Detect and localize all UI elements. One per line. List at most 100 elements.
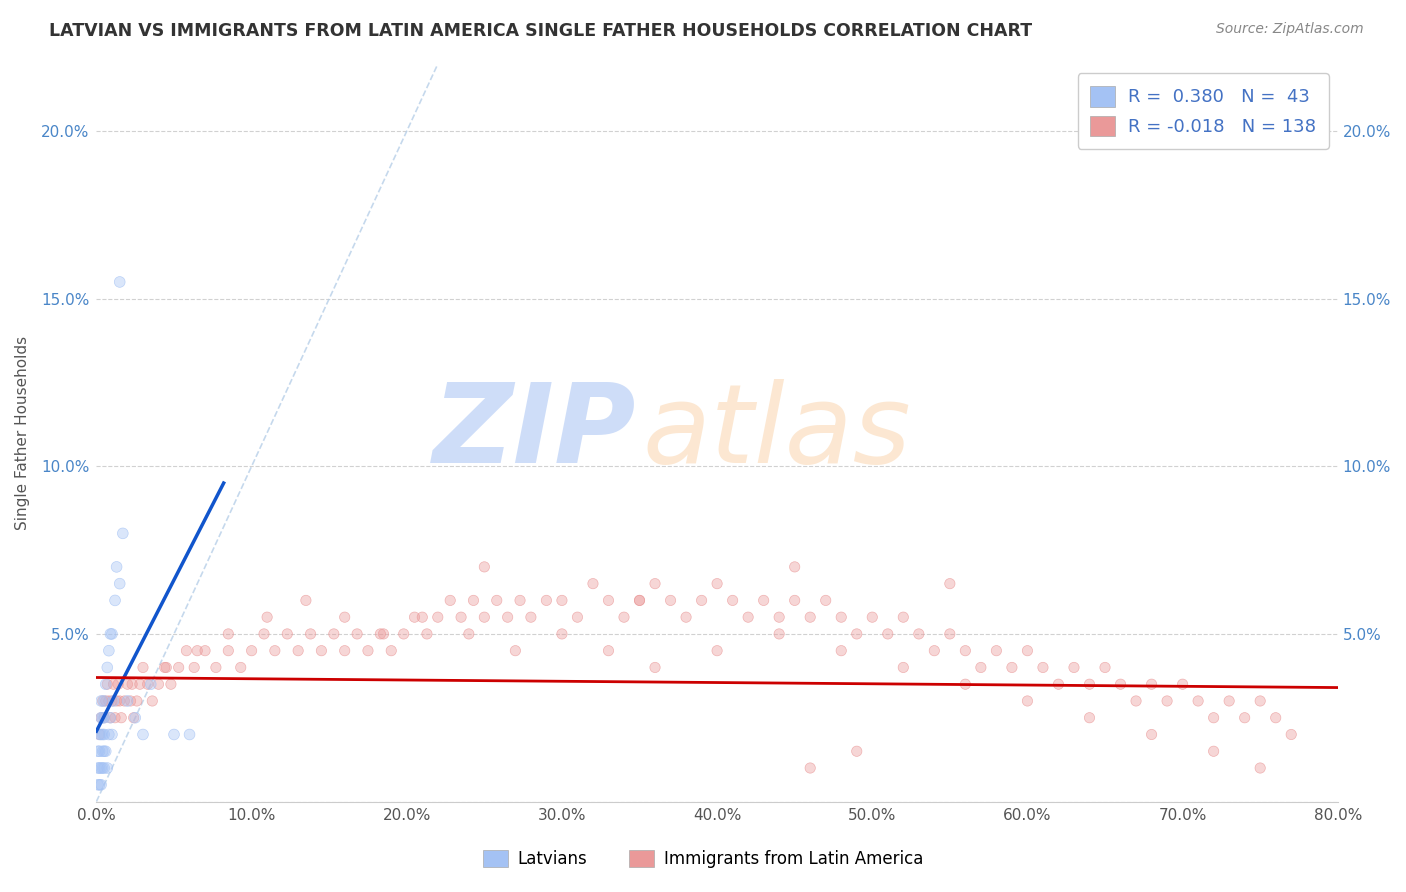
Point: [496, 610, 519, 624]
Point: [91, 727, 114, 741]
Point: [108, 694, 131, 708]
Point: [183, 660, 205, 674]
Point: [94, 744, 117, 758]
Point: [120, 694, 142, 708]
Point: [101, 694, 124, 708]
Point: [93, 744, 115, 758]
Point: [89, 727, 111, 741]
Point: [333, 643, 356, 657]
Point: [1264, 711, 1286, 725]
Point: [1094, 660, 1116, 674]
Point: [582, 576, 605, 591]
Point: [87, 761, 110, 775]
Point: [160, 677, 183, 691]
Point: [105, 694, 128, 708]
Point: [830, 610, 852, 624]
Point: [845, 627, 868, 641]
Point: [799, 610, 821, 624]
Point: [644, 576, 666, 591]
Point: [1063, 660, 1085, 674]
Point: [176, 643, 198, 657]
Point: [955, 677, 977, 691]
Point: [89, 761, 111, 775]
Point: [108, 576, 131, 591]
Point: [89, 778, 111, 792]
Point: [551, 627, 574, 641]
Point: [110, 711, 132, 725]
Point: [90, 727, 112, 741]
Point: [110, 711, 132, 725]
Point: [94, 677, 117, 691]
Point: [1032, 660, 1054, 674]
Point: [830, 643, 852, 657]
Point: [93, 711, 115, 725]
Point: [411, 610, 433, 624]
Point: [404, 610, 426, 624]
Point: [93, 727, 115, 741]
Point: [536, 593, 558, 607]
Point: [93, 761, 115, 775]
Point: [845, 627, 868, 641]
Point: [628, 593, 651, 607]
Point: [148, 677, 170, 691]
Point: [108, 275, 131, 289]
Point: [1063, 660, 1085, 674]
Point: [799, 610, 821, 624]
Point: [1187, 694, 1209, 708]
Point: [567, 610, 589, 624]
Point: [148, 677, 170, 691]
Point: [357, 643, 380, 657]
Point: [96, 660, 118, 674]
Point: [783, 560, 806, 574]
Point: [472, 560, 495, 574]
Point: [322, 627, 344, 641]
Point: [1249, 761, 1271, 775]
Point: [112, 694, 135, 708]
Point: [89, 727, 111, 741]
Point: [253, 627, 276, 641]
Point: [768, 610, 790, 624]
Point: [101, 627, 124, 641]
Point: [939, 576, 962, 591]
Point: [392, 627, 415, 641]
Point: [346, 627, 368, 641]
Point: [706, 576, 728, 591]
Point: [322, 627, 344, 641]
Point: [845, 744, 868, 758]
Point: [876, 627, 898, 641]
Point: [891, 610, 914, 624]
Point: [96, 761, 118, 775]
Point: [598, 643, 620, 657]
Point: [509, 593, 531, 607]
Point: [93, 711, 115, 725]
Point: [101, 627, 124, 641]
Point: [582, 576, 605, 591]
Point: [91, 761, 114, 775]
Point: [1140, 727, 1163, 741]
Point: [505, 643, 527, 657]
Point: [89, 744, 111, 758]
Point: [217, 643, 239, 657]
Point: [496, 610, 519, 624]
Point: [457, 627, 479, 641]
Point: [91, 711, 114, 725]
Point: [93, 761, 115, 775]
Point: [955, 643, 977, 657]
Point: [628, 593, 651, 607]
Point: [93, 727, 115, 741]
Point: [1140, 677, 1163, 691]
Point: [768, 610, 790, 624]
Point: [426, 610, 449, 624]
Point: [1094, 660, 1116, 674]
Point: [117, 677, 139, 691]
Point: [87, 778, 110, 792]
Point: [240, 643, 263, 657]
Point: [97, 643, 120, 657]
Point: [104, 593, 127, 607]
Point: [598, 593, 620, 607]
Point: [299, 627, 322, 641]
Point: [104, 711, 127, 725]
Point: [1078, 711, 1101, 725]
Point: [416, 627, 439, 641]
Point: [89, 727, 111, 741]
